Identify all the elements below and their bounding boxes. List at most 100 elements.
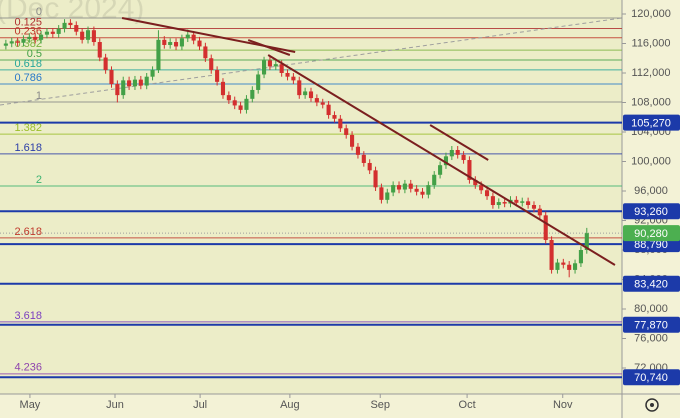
fib-label: 3.618: [14, 310, 42, 322]
candle-body: [27, 36, 32, 40]
price-badge-label: 90,280: [634, 228, 668, 240]
candle-body: [238, 105, 243, 110]
candle-body: [273, 64, 278, 67]
candle-body: [373, 170, 378, 188]
y-tick-label: 96,000: [634, 185, 668, 197]
candle-body: [56, 28, 61, 34]
candle-body: [74, 25, 79, 32]
candle-body: [109, 70, 114, 85]
x-tick-label: Aug: [280, 399, 300, 411]
candle-body: [226, 95, 231, 101]
candle-body: [232, 100, 237, 106]
candle-body: [308, 91, 314, 99]
candle-body: [326, 104, 331, 116]
fib-label: 0: [36, 6, 42, 18]
y-tick-label: 80,000: [634, 303, 668, 315]
candle-body: [97, 42, 102, 58]
fib-label: 0.786: [14, 72, 42, 84]
candle-body: [578, 250, 583, 264]
candle-body: [9, 41, 14, 44]
candle-body: [350, 134, 355, 147]
candle-body: [396, 185, 402, 190]
candle-body: [449, 149, 454, 157]
candle-body: [484, 190, 490, 197]
candle-body: [21, 39, 26, 43]
settings-icon[interactable]: [645, 398, 659, 412]
candle-body: [197, 40, 202, 47]
fib-label: 4.236: [14, 362, 42, 374]
settings-button[interactable]: [645, 398, 659, 412]
price-badge-label: 93,260: [634, 206, 668, 218]
chart-title: (Dec 2024): [0, 0, 144, 25]
candle-body: [514, 199, 519, 203]
candle-body: [267, 60, 272, 67]
candle-body: [162, 39, 167, 45]
trendline: [247, 39, 291, 56]
price-badge-label: 77,870: [634, 320, 668, 332]
candle-body: [244, 98, 249, 110]
fib-label: 1.382: [14, 122, 42, 134]
candle-body: [426, 185, 431, 195]
candle-body: [379, 187, 384, 200]
candle-body: [215, 70, 220, 82]
fib-label: 1.618: [14, 142, 42, 154]
candle-body: [531, 205, 537, 209]
candle-body: [344, 128, 349, 135]
x-tick-label: May: [20, 399, 41, 411]
x-tick-label: Jul: [193, 399, 207, 411]
candle-body: [262, 60, 267, 75]
x-tick-label: Sep: [370, 399, 390, 411]
candle-body: [179, 38, 184, 47]
plot-background: [0, 0, 622, 394]
x-tick-label: Jun: [106, 399, 124, 411]
candle-body: [355, 146, 360, 155]
price-badge: [623, 225, 680, 242]
candle-body: [15, 41, 20, 43]
candle-body: [461, 154, 466, 161]
x-tick-label: Oct: [459, 399, 476, 411]
trendline: [267, 54, 616, 266]
candle-body: [537, 208, 542, 216]
candle-body: [555, 262, 560, 270]
candle-body: [256, 74, 261, 90]
candle-body: [438, 165, 443, 175]
price-badge: [623, 369, 680, 386]
candle-body: [173, 42, 179, 47]
candle-body: [561, 262, 566, 265]
candle-body: [567, 264, 572, 270]
trendline: [429, 124, 489, 161]
candle-body: [191, 34, 196, 41]
candle-body: [479, 185, 484, 191]
candle-body: [338, 118, 343, 129]
candle-body: [443, 156, 449, 166]
candle-body: [127, 80, 132, 87]
candle-body: [432, 174, 437, 186]
plot-area: 00.1250.2360.3820.50.6180.78611.3821.618…: [0, 6, 622, 379]
candle-body: [303, 91, 308, 96]
candle-body: [132, 79, 138, 87]
candle-body: [408, 183, 413, 189]
y-tick-label: 116,000: [632, 37, 671, 49]
candle-body: [361, 154, 366, 163]
candle-body: [62, 22, 67, 29]
candle-body: [367, 162, 372, 171]
y-tick-label: 76,000: [634, 332, 668, 344]
candle-body: [279, 64, 284, 73]
candle-body: [526, 201, 531, 206]
candle-body: [467, 160, 472, 180]
price-badge: [623, 203, 680, 220]
candle-body: [3, 43, 8, 46]
candle-body: [573, 263, 578, 270]
candle-body: [138, 79, 143, 86]
candle-body: [68, 22, 73, 26]
candle-body: [291, 76, 296, 81]
fib-label: 0.5: [27, 48, 42, 60]
candle-body: [103, 57, 108, 71]
candle-body: [80, 31, 85, 40]
candle-body: [490, 196, 495, 206]
candle-body: [297, 80, 302, 96]
candle-body: [420, 191, 425, 195]
candle-body: [168, 42, 173, 45]
candle-body: [39, 34, 44, 40]
